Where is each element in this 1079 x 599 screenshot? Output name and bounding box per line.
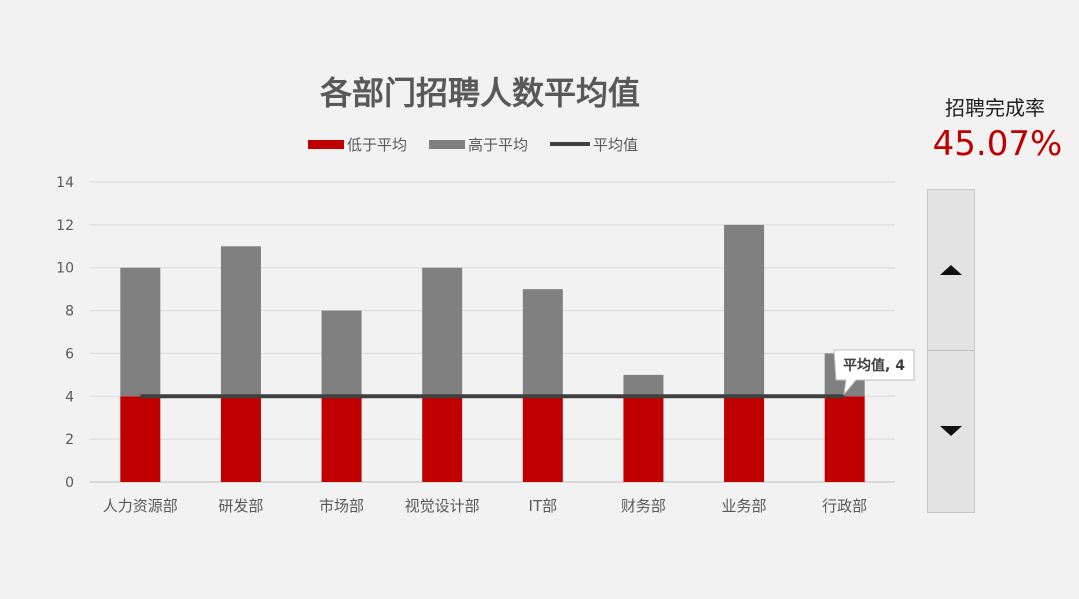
bar-below-average [220,396,261,482]
x-tick-label: 业务部 [722,497,767,515]
legend-item-average: 平均值 [550,134,638,155]
average-callout-label: 平均值, 4 [843,357,905,374]
legend-label-above-average: 高于平均 [468,135,529,154]
bar-below-average [623,396,664,482]
kpi-label: 招聘完成率 [945,96,1045,120]
bar-above-average [623,374,664,397]
y-tick-label: 6 [65,346,74,362]
x-tick-label: 市场部 [319,497,364,515]
triangle-up-icon [940,265,962,275]
bar-below-average [321,396,362,482]
y-tick-label: 12 [56,218,74,234]
bar-below-average [120,396,161,482]
legend-label-average: 平均值 [593,135,639,154]
y-tick-label: 8 [65,304,74,320]
chart-title: 各部门招聘人数平均值 [319,74,640,112]
bar-below-average [824,396,865,482]
bar-above-average [220,246,261,397]
legend-item-above-average: 高于平均 [429,134,528,155]
x-tick-label: IT部 [529,497,558,515]
y-tick-label: 2 [65,432,74,448]
spinner-up-button[interactable] [928,190,974,351]
bar-above-average [724,224,765,397]
triangle-down-icon [940,426,962,436]
y-tick-label: 10 [56,261,74,277]
average-callout-box [833,349,915,396]
chart-legend: 低于平均 高于平均 平均值 [308,134,660,154]
bar-above-average [120,267,161,397]
bar-above-average [422,267,463,397]
kpi-value: 45.07% [932,124,1063,164]
bar-below-average [724,396,765,482]
y-tick-label: 14 [56,175,74,191]
y-tick-label: 4 [65,389,74,405]
y-tick-label: 0 [65,475,74,491]
x-tick-label: 财务部 [621,497,666,515]
spinner-control[interactable] [927,189,975,513]
legend-item-below-average: 低于平均 [308,134,407,155]
x-tick-label: 视觉设计部 [405,497,480,515]
bar-below-average [522,396,563,482]
legend-swatch-below-average [308,139,344,149]
legend-label-below-average: 低于平均 [347,135,408,154]
bar-above-average [321,310,362,397]
legend-swatch-above-average [429,139,466,149]
bar-above-average [522,289,563,397]
x-tick-label: 人力资源部 [103,497,178,515]
x-tick-label: 研发部 [218,497,263,515]
legend-swatch-average [550,142,591,146]
spinner-down-button[interactable] [928,351,974,511]
x-tick-label: 行政部 [822,497,867,515]
bar-below-average [422,396,463,482]
